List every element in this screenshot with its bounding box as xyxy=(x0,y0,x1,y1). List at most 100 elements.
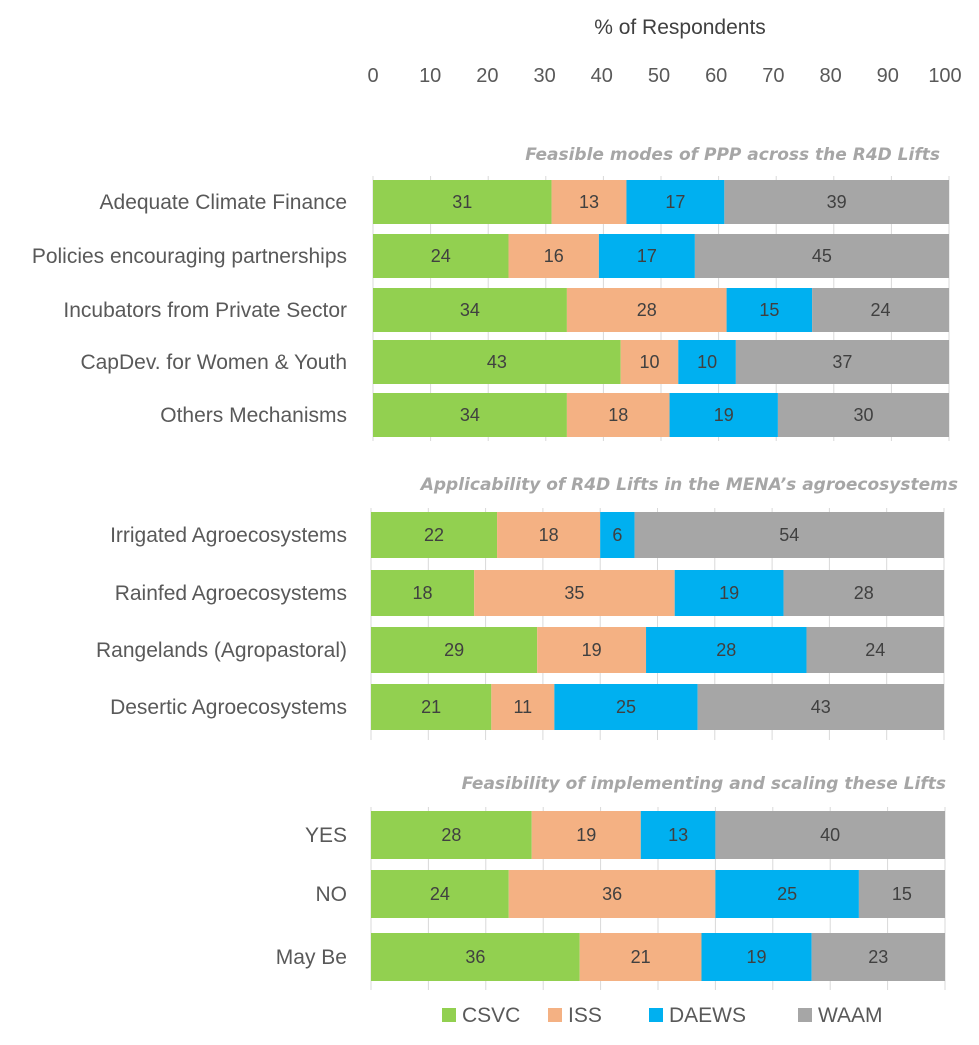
data-label-csvc: 24 xyxy=(430,884,450,904)
section-1: Feasible modes of PPP across the R4D Lif… xyxy=(32,145,950,441)
data-label-waam: 39 xyxy=(827,192,847,212)
bar-segment-csvc xyxy=(371,684,492,730)
data-label-daews: 28 xyxy=(716,640,736,660)
bar-segment-csvc xyxy=(373,288,567,332)
x-tick-label: 60 xyxy=(705,65,727,87)
bar-segment-daews xyxy=(626,180,725,224)
bar-segment-iss xyxy=(537,627,647,673)
row-label: CapDev. for Women & Youth xyxy=(80,351,347,374)
x-tick-label: 0 xyxy=(367,65,378,87)
data-label-daews: 25 xyxy=(616,697,636,717)
data-label-daews: 19 xyxy=(719,583,739,603)
data-label-daews: 17 xyxy=(665,192,685,212)
bar-segment-iss xyxy=(620,340,679,384)
data-label-daews: 17 xyxy=(637,246,657,266)
x-axis-ticks: 0 10 20 30 40 50 60 70 80 90 100 xyxy=(367,65,961,87)
data-label-csvc: 24 xyxy=(431,246,451,266)
legend-swatch xyxy=(548,1008,562,1022)
bar-segment-iss xyxy=(491,684,555,730)
bar-segment-waam xyxy=(811,933,945,981)
bar-segment-waam xyxy=(858,870,945,918)
bar-segment-iss xyxy=(531,811,641,859)
section-title: Feasibility of implementing and scaling … xyxy=(462,774,946,794)
x-tick-label: 70 xyxy=(762,65,784,87)
data-label-iss: 19 xyxy=(582,640,602,660)
legend-label: WAAM xyxy=(818,1004,883,1027)
data-label-waam: 37 xyxy=(832,352,852,372)
row-label: Adequate Climate Finance xyxy=(100,191,347,214)
row-label: Policies encouraging partnerships xyxy=(32,245,347,268)
data-label-iss: 18 xyxy=(539,525,559,545)
bar-segment-iss xyxy=(497,512,601,558)
data-label-iss: 10 xyxy=(639,352,659,372)
legend-item-waam: WAAM xyxy=(798,1004,883,1027)
section-2: Applicability of R4D Lifts in the MENA’s… xyxy=(96,475,958,740)
data-label-waam: 24 xyxy=(871,300,891,320)
bar-segment-waam xyxy=(806,627,944,673)
bar-segment-iss xyxy=(474,570,675,616)
bar-segment-waam xyxy=(783,570,944,616)
legend: CSVC ISS DAEWS WAAM xyxy=(442,1004,883,1027)
x-axis-title: % of Respondents xyxy=(594,16,766,39)
data-label-csvc: 43 xyxy=(487,352,507,372)
bar-segment-csvc xyxy=(371,627,538,673)
bar-segment-iss xyxy=(579,933,702,981)
bar-row-policies-encouraging-partnerships: Policies encouraging partnerships 24 16 17 4… xyxy=(32,234,949,278)
bar-segment-iss xyxy=(551,180,627,224)
legend-item-csvc: CSVC xyxy=(442,1004,520,1027)
bar-segment-daews xyxy=(674,570,784,616)
bar-segment-daews xyxy=(701,933,812,981)
data-label-daews: 15 xyxy=(759,300,779,320)
data-label-daews: 10 xyxy=(697,352,717,372)
bar-segment-iss xyxy=(566,288,727,332)
bar-segment-csvc xyxy=(371,512,498,558)
data-label-csvc: 31 xyxy=(452,192,472,212)
data-label-csvc: 34 xyxy=(460,300,480,320)
bar-segment-waam xyxy=(777,393,949,437)
section-title: Applicability of R4D Lifts in the MENA’s… xyxy=(419,475,958,495)
bar-segment-waam xyxy=(735,340,949,384)
bar-row-rangelands-agropastoral: Rangelands (Agropastoral) 29 19 28 24 xyxy=(96,627,944,673)
data-label-daews: 19 xyxy=(714,405,734,425)
bar-segment-csvc xyxy=(371,570,475,616)
bar-row-may-be: May Be 36 21 19 23 xyxy=(276,933,945,981)
data-label-waam: 23 xyxy=(868,947,888,967)
data-label-daews: 25 xyxy=(777,884,797,904)
data-label-waam: 28 xyxy=(854,583,874,603)
bar-segment-waam xyxy=(694,234,949,278)
bar-segment-daews xyxy=(715,870,859,918)
bar-segment-csvc xyxy=(373,180,552,224)
data-label-waam: 30 xyxy=(853,405,873,425)
bar-segment-daews xyxy=(598,234,695,278)
data-label-iss: 35 xyxy=(564,583,584,603)
legend-label: CSVC xyxy=(462,1004,520,1027)
data-label-daews: 6 xyxy=(612,525,622,545)
bar-segment-waam xyxy=(715,811,945,859)
row-label: Irrigated Agroecosystems xyxy=(110,524,347,547)
x-tick-label: 100 xyxy=(928,65,961,87)
row-label: Rangelands (Agropastoral) xyxy=(96,639,347,662)
section-title: Feasible modes of PPP across the R4D Lif… xyxy=(525,145,940,165)
data-label-iss: 11 xyxy=(514,697,533,717)
data-label-iss: 16 xyxy=(544,246,564,266)
data-label-iss: 21 xyxy=(631,947,651,967)
legend-swatch xyxy=(649,1008,663,1022)
data-label-csvc: 36 xyxy=(465,947,485,967)
row-label: Desertic Agroecosystems xyxy=(110,696,347,719)
row-label: NO xyxy=(316,883,348,906)
data-label-waam: 40 xyxy=(820,825,840,845)
data-label-daews: 13 xyxy=(668,825,688,845)
bar-row-rainfed-agroecosystems: Rainfed Agroecosystems 18 35 19 28 xyxy=(115,570,944,616)
x-tick-label: 90 xyxy=(877,65,899,87)
bar-segment-waam xyxy=(812,288,949,332)
bar-segment-waam xyxy=(724,180,949,224)
data-label-waam: 54 xyxy=(779,525,799,545)
x-tick-label: 30 xyxy=(533,65,555,87)
data-label-csvc: 21 xyxy=(421,697,441,717)
row-label: Incubators from Private Sector xyxy=(63,299,347,322)
data-label-waam: 43 xyxy=(811,697,831,717)
legend-item-iss: ISS xyxy=(548,1004,602,1027)
bar-segment-csvc xyxy=(371,811,532,859)
data-label-csvc: 22 xyxy=(424,525,444,545)
